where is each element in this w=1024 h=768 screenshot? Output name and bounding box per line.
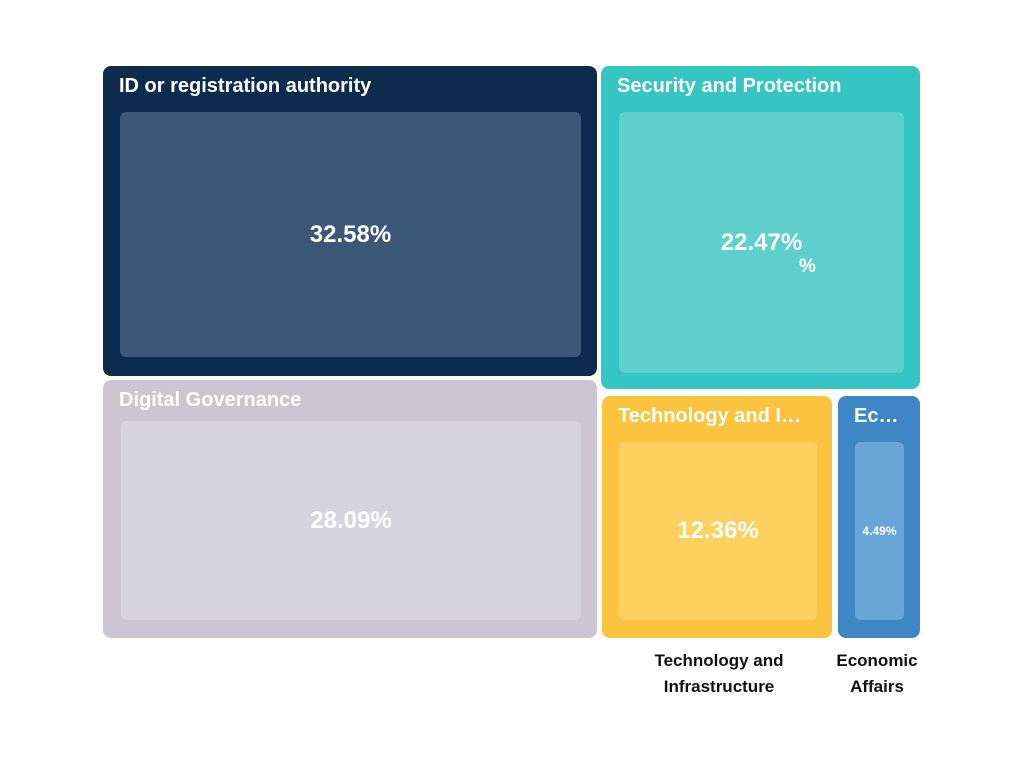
tile-title-economic-affairs: Ec…	[854, 405, 899, 427]
treemap-tile-security-and-protection[interactable]: Security and Protection 22.47% %	[601, 66, 920, 389]
tile-value-id-or-registration-authority: 32.58%	[309, 220, 392, 248]
treemap-tile-digital-governance[interactable]: Digital Governance 28.09%	[103, 380, 597, 638]
tile-value-security-and-protection: 22.47%	[720, 228, 803, 256]
tile-inner-id-or-registration-authority: 32.58%	[120, 112, 581, 357]
tile-title-security-and-protection: Security and Protection	[617, 75, 842, 97]
tile-inner-security-and-protection: 22.47% %	[619, 112, 904, 373]
tile-value-economic-affairs: 4.49%	[862, 524, 897, 538]
tile-title-id-or-registration-authority: ID or registration authority	[119, 75, 372, 97]
tile-inner-economic-affairs: 4.49%	[855, 442, 904, 620]
x-axis-label-economic-affairs: Economic Affairs	[836, 651, 918, 696]
treemap-tile-id-or-registration-authority[interactable]: ID or registration authority 32.58%	[103, 66, 597, 376]
tile-inner-technology-and-infrastructure: 12.36%	[619, 442, 817, 620]
tile-extra-percent-label: %	[799, 256, 816, 277]
tile-value-technology-and-infrastructure: 12.36%	[677, 517, 759, 544]
tile-title-technology-and-infrastructure: Technology and I…	[618, 405, 801, 427]
x-axis-label-technology-and-infrastructure: Technology and Infrastructure	[654, 651, 784, 696]
tile-inner-digital-governance: 28.09%	[121, 421, 581, 620]
treemap-tile-economic-affairs[interactable]: Ec… 4.49%	[838, 396, 920, 638]
tile-title-digital-governance: Digital Governance	[119, 389, 302, 411]
tile-value-digital-governance: 28.09%	[310, 506, 392, 534]
treemap-tile-technology-and-infrastructure[interactable]: Technology and I… 12.36%	[602, 396, 832, 638]
